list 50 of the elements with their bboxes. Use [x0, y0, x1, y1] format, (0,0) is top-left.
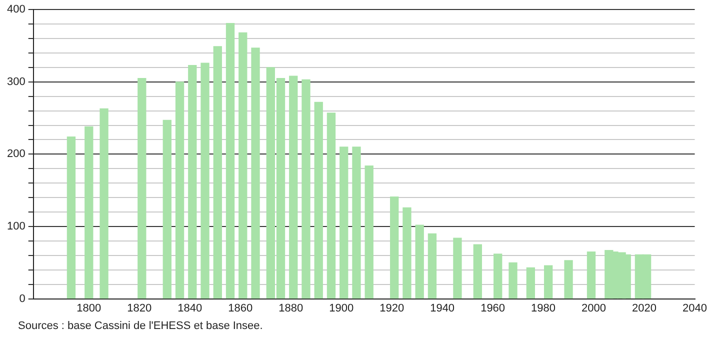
- bar: [302, 79, 310, 299]
- bar: [364, 165, 374, 299]
- bar: [251, 48, 260, 299]
- y-tick-label: 400: [6, 4, 26, 16]
- bar: [289, 76, 298, 299]
- bar: [564, 260, 573, 299]
- bar: [526, 267, 536, 299]
- bar: [175, 82, 184, 299]
- bar: [508, 262, 518, 299]
- x-tick-label: 1820: [127, 302, 152, 314]
- x-tick-label: 1860: [228, 302, 253, 314]
- bar: [188, 64, 197, 299]
- x-tick-label: 1940: [430, 302, 455, 314]
- bar: [138, 78, 146, 299]
- bar: [494, 254, 502, 299]
- x-tick-label: 2000: [582, 302, 606, 314]
- bar: [390, 196, 399, 299]
- x-tick-label: 1800: [76, 302, 102, 314]
- y-tick-label: 300: [6, 76, 26, 88]
- bar: [100, 108, 108, 299]
- x-tick-label: 1960: [480, 302, 506, 314]
- bar: [428, 233, 437, 299]
- bar: [162, 120, 172, 299]
- y-tick-label: 100: [6, 220, 26, 233]
- bar: [352, 146, 361, 299]
- bar: [238, 32, 248, 299]
- x-tick-label: 1840: [178, 302, 202, 314]
- bar: [586, 251, 596, 299]
- bar: [453, 238, 462, 299]
- bar: [84, 126, 94, 299]
- x-tick-label: 2040: [682, 302, 708, 314]
- bar: [473, 244, 482, 299]
- bar: [200, 62, 210, 299]
- x-tick-label: 1900: [329, 302, 354, 314]
- bar: [226, 23, 235, 299]
- y-tick-label: 0: [19, 292, 26, 305]
- bar: [544, 265, 553, 299]
- bar: [213, 46, 222, 299]
- source-note: Sources : base Cassini de l'EHESS et base Insee.: [18, 320, 263, 332]
- y-tick-label: 200: [6, 148, 26, 160]
- bar: [415, 224, 424, 299]
- bar: [314, 102, 323, 299]
- bar: [402, 207, 412, 299]
- bar: [326, 112, 336, 299]
- bar: [66, 136, 76, 299]
- x-tick-label: 1880: [278, 302, 304, 314]
- x-tick-label: 2020: [632, 302, 657, 314]
- bar: [340, 146, 348, 299]
- x-tick-label: 1920: [380, 302, 404, 314]
- x-tick-label: 1980: [531, 302, 556, 314]
